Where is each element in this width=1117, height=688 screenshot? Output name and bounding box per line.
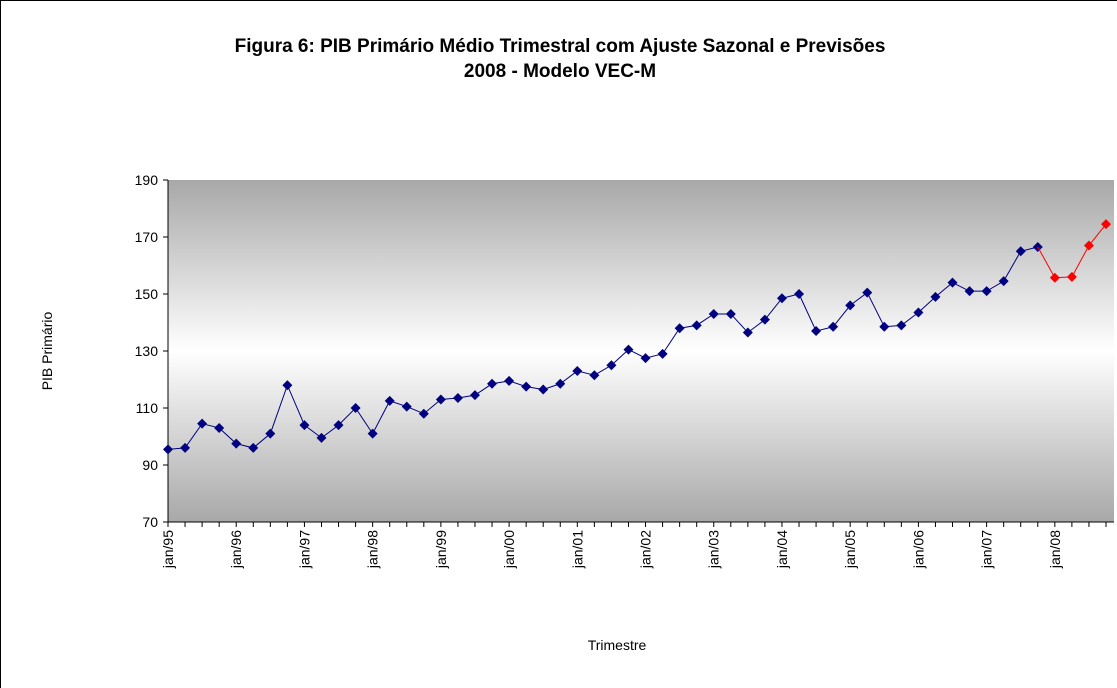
data-point [469, 390, 480, 401]
x-axis-label: Trimestre [588, 637, 647, 653]
data-point [845, 300, 856, 311]
data-point [248, 442, 259, 453]
x-tick-label: jan/04 [774, 530, 790, 569]
data-point [384, 395, 395, 406]
data-point [1101, 219, 1111, 230]
data-point [231, 438, 242, 449]
x-tick-label: jan/03 [706, 530, 722, 569]
x-tick-label: jan/98 [365, 530, 381, 569]
data-point [776, 293, 787, 304]
y-tick-label: 130 [135, 343, 159, 359]
data-point [759, 314, 770, 325]
x-tick-label: jan/02 [638, 530, 654, 569]
connector [1037, 246, 1056, 278]
data-point [299, 420, 310, 431]
data-point [401, 401, 412, 412]
data-point [1015, 246, 1026, 257]
data-point [197, 418, 208, 429]
y-tick-label: 110 [136, 400, 159, 416]
data-point [367, 428, 378, 439]
data-point [418, 408, 429, 419]
data-point [521, 381, 532, 392]
data-point [555, 378, 566, 389]
data-point [1066, 271, 1077, 282]
x-tick-label: jan/99 [433, 530, 449, 569]
data-point [947, 277, 958, 288]
data-point [504, 375, 515, 386]
x-tick-label: jan/06 [910, 530, 926, 569]
data-point [879, 321, 890, 332]
y-tick-label: 70 [142, 514, 158, 530]
data-point [691, 320, 702, 331]
plot-area [168, 180, 1114, 522]
x-tick-label: jan/05 [842, 530, 858, 569]
data-point [435, 394, 446, 405]
data-point [282, 380, 293, 391]
y-tick-label: 170 [135, 229, 159, 245]
data-point [333, 420, 344, 431]
data-point [725, 308, 736, 319]
data-point [930, 291, 941, 302]
data-point [708, 308, 719, 319]
data-point [180, 442, 191, 453]
x-tick-label: jan/08 [1047, 530, 1063, 569]
data-point [589, 370, 600, 381]
data-point [606, 360, 617, 371]
x-tick-label: jan/07 [979, 530, 995, 569]
data-point [794, 289, 805, 299]
x-tick-label: jan/96 [228, 530, 244, 569]
data-point [657, 348, 668, 359]
data-point [811, 326, 822, 337]
data-point [742, 327, 753, 338]
x-tick-label: jan/01 [569, 530, 585, 569]
data-point [350, 403, 361, 413]
data-point [623, 344, 634, 355]
data-point [163, 444, 173, 455]
y-tick-label: 150 [135, 286, 159, 302]
y-tick-label: 190 [135, 172, 159, 188]
data-point [998, 276, 1009, 287]
data-point [214, 422, 225, 433]
data-point [538, 384, 549, 395]
y-axis-label: PIB Primário [39, 312, 55, 391]
data-point [913, 307, 924, 318]
y-tick-label: 90 [142, 457, 158, 473]
data-point [674, 323, 685, 334]
data-point [452, 393, 463, 404]
x-tick-label: jan/97 [296, 530, 312, 569]
data-point [487, 378, 498, 389]
data-point [964, 286, 975, 297]
data-point [265, 428, 276, 439]
data-point [640, 353, 651, 364]
data-point [1083, 240, 1094, 251]
data-point [1049, 272, 1060, 283]
data-point [896, 320, 907, 331]
chart-title: Figura 6: PIB Primário Médio Trimestral … [235, 36, 886, 57]
data-point [981, 286, 992, 297]
chart-subtitle: 2008 - Modelo VEC-M [464, 61, 656, 82]
data-point [862, 287, 873, 298]
series-line [167, 246, 1038, 450]
data-point [828, 321, 839, 332]
x-tick-label: jan/00 [501, 530, 517, 569]
data-point [316, 432, 327, 443]
series-line [1054, 223, 1107, 279]
data-point [572, 365, 583, 376]
x-tick-label: jan/95 [160, 530, 176, 569]
